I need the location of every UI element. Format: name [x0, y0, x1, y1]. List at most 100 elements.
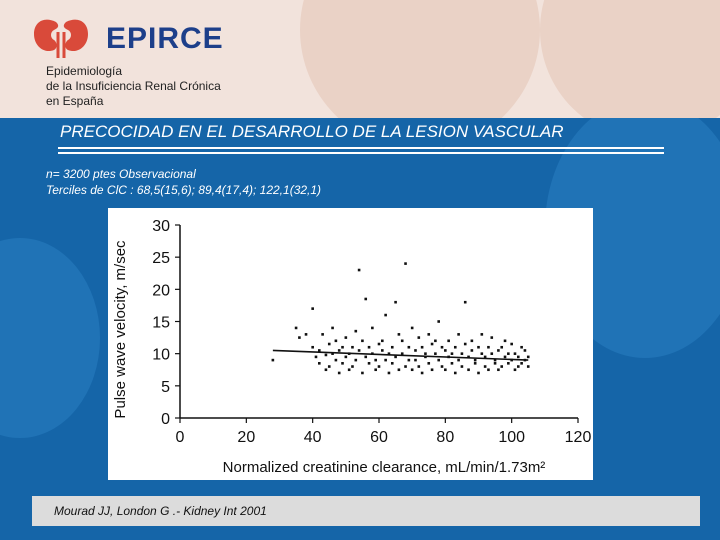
scatter-point [434, 352, 437, 355]
regression-line [272, 349, 529, 361]
scatter-point [493, 362, 497, 365]
scatter-point [500, 365, 504, 368]
scatter-point [377, 342, 381, 346]
scatter-point [473, 362, 477, 365]
scatter-point [507, 362, 510, 365]
scatter-point [384, 358, 387, 362]
x-tick-label: 120 [565, 429, 592, 446]
scatter-point [390, 345, 394, 349]
scatter-point [351, 365, 354, 368]
scatter-point [526, 355, 530, 359]
scatter-point [361, 339, 364, 343]
scatter-point [440, 365, 444, 368]
y-tick-label: 0 [161, 411, 170, 428]
scatter-point [397, 368, 401, 372]
scatter-point [314, 355, 318, 359]
scatter-point [453, 345, 457, 349]
scatter-point [497, 349, 500, 352]
scatter-point [354, 329, 358, 333]
scatter-point [457, 358, 460, 362]
scatter-point [381, 339, 384, 343]
scatter-point [410, 368, 414, 372]
scatter-point [520, 345, 523, 349]
scatter-point [483, 365, 487, 368]
scatter-point [334, 358, 338, 362]
scatter-point [351, 345, 354, 349]
y-tick-label: 10 [152, 347, 170, 364]
x-tick-label: 100 [498, 429, 525, 446]
scatter-point [467, 368, 470, 372]
scatter-point [490, 336, 494, 339]
scatter-point [404, 262, 407, 265]
scatter-point [400, 352, 404, 355]
scatter-point [497, 368, 500, 372]
scatter-point [470, 339, 474, 343]
scatter-point [437, 320, 440, 323]
kidney-logo-icon [34, 19, 88, 58]
scatter-point [427, 362, 431, 365]
scatter-point [404, 365, 407, 368]
x-tick-label: 40 [304, 429, 322, 446]
scatter-point [298, 336, 301, 339]
scatter-point [523, 349, 527, 352]
scatter-point [321, 333, 324, 336]
scatter-point [420, 345, 424, 349]
scatter-point [427, 333, 431, 336]
title-rule [58, 147, 664, 149]
scatter-point [444, 349, 447, 352]
decorative-kidney-shape [540, 0, 720, 118]
scatter-point [344, 336, 348, 339]
scatter-point [467, 355, 470, 359]
scatter-point [430, 342, 434, 346]
y-tick-label: 15 [152, 315, 170, 332]
subtitle-line: Epidemiología [46, 64, 123, 78]
x-tick-label: 80 [436, 429, 454, 446]
scatter-point [271, 358, 275, 362]
y-tick-label: 20 [152, 282, 170, 299]
scatter-point [424, 352, 427, 355]
scatter-point [387, 371, 391, 375]
scatter-point [331, 326, 334, 330]
scatter-point [434, 339, 437, 343]
header-banner: EPIRCE Epidemiología de la Insuficiencia… [0, 0, 720, 118]
scatter-point [526, 365, 530, 368]
scatter-point [311, 307, 314, 310]
study-size-text: n= 3200 ptes Observacional [46, 167, 196, 181]
subtitle-line: de la Insuficiencia Renal Crónica [46, 79, 221, 93]
scatter-point [417, 336, 421, 339]
scatter-point [490, 352, 494, 355]
scatter-point [304, 333, 308, 336]
scatter-point [500, 345, 504, 349]
scatter-point [337, 349, 341, 352]
scatter-point [507, 352, 510, 355]
scatter-point [361, 371, 364, 375]
title-rule [58, 152, 664, 154]
scatter-point [357, 268, 361, 272]
scatter-point [337, 371, 341, 375]
scatter-point [463, 342, 467, 346]
scatter-point [294, 326, 298, 330]
slide-title: PRECOCIDAD EN EL DESARROLLO DE LA LESION… [60, 122, 564, 141]
scatter-point [384, 313, 387, 317]
y-tick-label: 25 [152, 250, 170, 267]
scatter-point [407, 345, 411, 349]
chart-svg: 0 20 40 60 80 100 120 0 5 10 15 20 25 30 Normalized cr… [112, 218, 592, 476]
x-tick-label: 20 [237, 429, 255, 446]
scatter-point [477, 345, 480, 349]
x-tick-label: 60 [370, 429, 388, 446]
scatter-point [453, 371, 457, 375]
scatter-point [460, 365, 464, 368]
scatter-point [410, 326, 414, 330]
subtitle-line: en España [46, 94, 104, 108]
scatter-point [510, 342, 513, 346]
y-tick-label: 5 [161, 379, 170, 396]
organization-subtitle: Epidemiología de la Insuficiencia Renal … [46, 64, 221, 109]
scatter-point [444, 368, 447, 372]
scatter-point [367, 345, 371, 349]
scatter-point [477, 371, 480, 375]
y-axis-label: Pulse wave velocity, m/sec [112, 240, 129, 419]
scatter-point [493, 358, 497, 362]
scatter-point [414, 358, 417, 362]
scatter-point [357, 349, 361, 352]
scatter-point [473, 358, 477, 362]
